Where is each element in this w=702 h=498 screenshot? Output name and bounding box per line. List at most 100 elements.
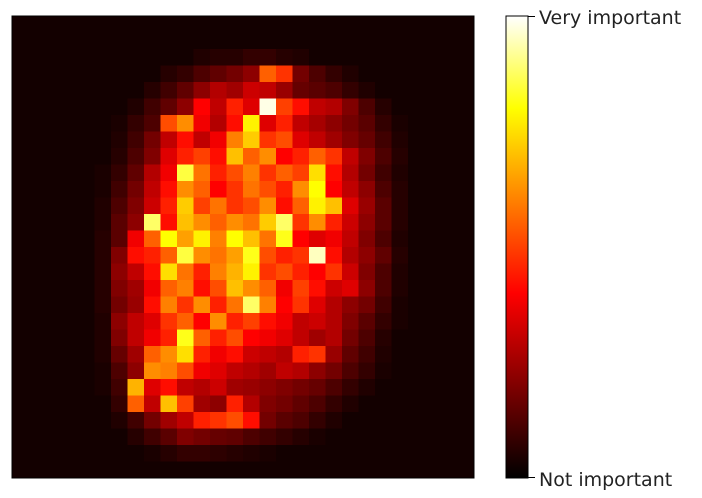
heatmap-cell [325,428,343,446]
heatmap-cell [12,379,29,396]
heatmap-cell [259,148,277,165]
heatmap-cell [177,230,194,248]
heatmap-cell [375,313,392,330]
heatmap-cell [441,461,458,479]
heatmap-cell [61,16,79,33]
heatmap-cell [111,280,128,297]
heatmap-cell [210,313,227,330]
heatmap-cell [441,247,458,264]
heatmap-cell [78,164,95,182]
heatmap-cell [144,362,161,380]
heatmap-cell [457,280,475,297]
heatmap-cell [193,32,211,50]
heatmap-cell [160,82,178,99]
heatmap-cell [160,346,178,363]
heatmap-cell [358,197,376,215]
heatmap-cell [160,263,178,281]
heatmap-cell [94,164,112,182]
heatmap-cell [424,296,442,314]
heatmap-cell [375,131,392,149]
heatmap-cell [177,164,194,182]
heatmap-cell [375,82,392,99]
heatmap-cell [457,296,475,314]
heatmap-cell [441,32,458,50]
heatmap-cell [309,263,326,281]
heatmap-cell [45,379,62,396]
heatmap-cell [28,412,46,429]
heatmap-cell [243,49,260,66]
heatmap-cell [292,247,310,264]
heatmap-cell [391,230,409,248]
heatmap-cell [193,313,211,330]
heatmap-cell [61,65,79,83]
heatmap-cell [309,362,326,380]
heatmap-cell [226,280,244,297]
heatmap-cell [226,214,244,231]
heatmap-cell [375,16,392,33]
heatmap-cell [144,32,161,50]
heatmap-cell [342,49,359,66]
heatmap-cell [226,428,244,446]
heatmap-cell [243,280,260,297]
heatmap-cell [342,296,359,314]
heatmap-cell [127,280,145,297]
heatmap-cell [408,313,425,330]
heatmap-cell [309,247,326,264]
heatmap-cell [309,115,326,132]
heatmap-cell [210,230,227,248]
heatmap-cell [457,445,475,462]
heatmap-cell [160,329,178,347]
heatmap-cell [292,280,310,297]
heatmap-cell [408,148,425,165]
heatmap-cell [243,346,260,363]
heatmap-cell [94,148,112,165]
heatmap-cell [375,32,392,50]
heatmap-cell [61,82,79,99]
heatmap-cell [358,412,376,429]
heatmap-cell [111,65,128,83]
heatmap-cell [127,329,145,347]
heatmap-cell [226,197,244,215]
heatmap-cell [276,197,293,215]
heatmap-cell [457,461,475,479]
heatmap-cell [325,164,343,182]
heatmap-cell [45,263,62,281]
heatmap-cell [144,98,161,116]
heatmap-cell [177,329,194,347]
heatmap-cell [45,362,62,380]
heatmap-cell [457,379,475,396]
heatmap-cell [226,412,244,429]
heatmap-cell [408,461,425,479]
heatmap-cell [177,263,194,281]
heatmap-cell [358,181,376,198]
heatmap-cell [61,263,79,281]
heatmap-cell [441,296,458,314]
heatmap-cell [144,263,161,281]
heatmap-cell [210,346,227,363]
heatmap-cell [61,395,79,413]
heatmap-cell [276,346,293,363]
heatmap-cell [177,148,194,165]
heatmap-cell [210,32,227,50]
heatmap-cell [457,115,475,132]
heatmap-cell [325,131,343,149]
heatmap-cell [292,428,310,446]
heatmap-cell [226,313,244,330]
heatmap-cell [177,461,194,479]
heatmap-cell [441,230,458,248]
heatmap-cell [193,296,211,314]
heatmap-cell [408,412,425,429]
heatmap-cell [457,362,475,380]
heatmap-cell [292,115,310,132]
heatmap-cell [292,16,310,33]
heatmap-cell [424,445,442,462]
heatmap-cell [309,32,326,50]
heatmap-cell [177,131,194,149]
heatmap-cell [144,16,161,33]
heatmap-cell [259,428,277,446]
heatmap-cell [391,49,409,66]
heatmap-cell [457,65,475,83]
heatmap-cell [210,181,227,198]
heatmap-cell [144,214,161,231]
heatmap-cell [28,296,46,314]
